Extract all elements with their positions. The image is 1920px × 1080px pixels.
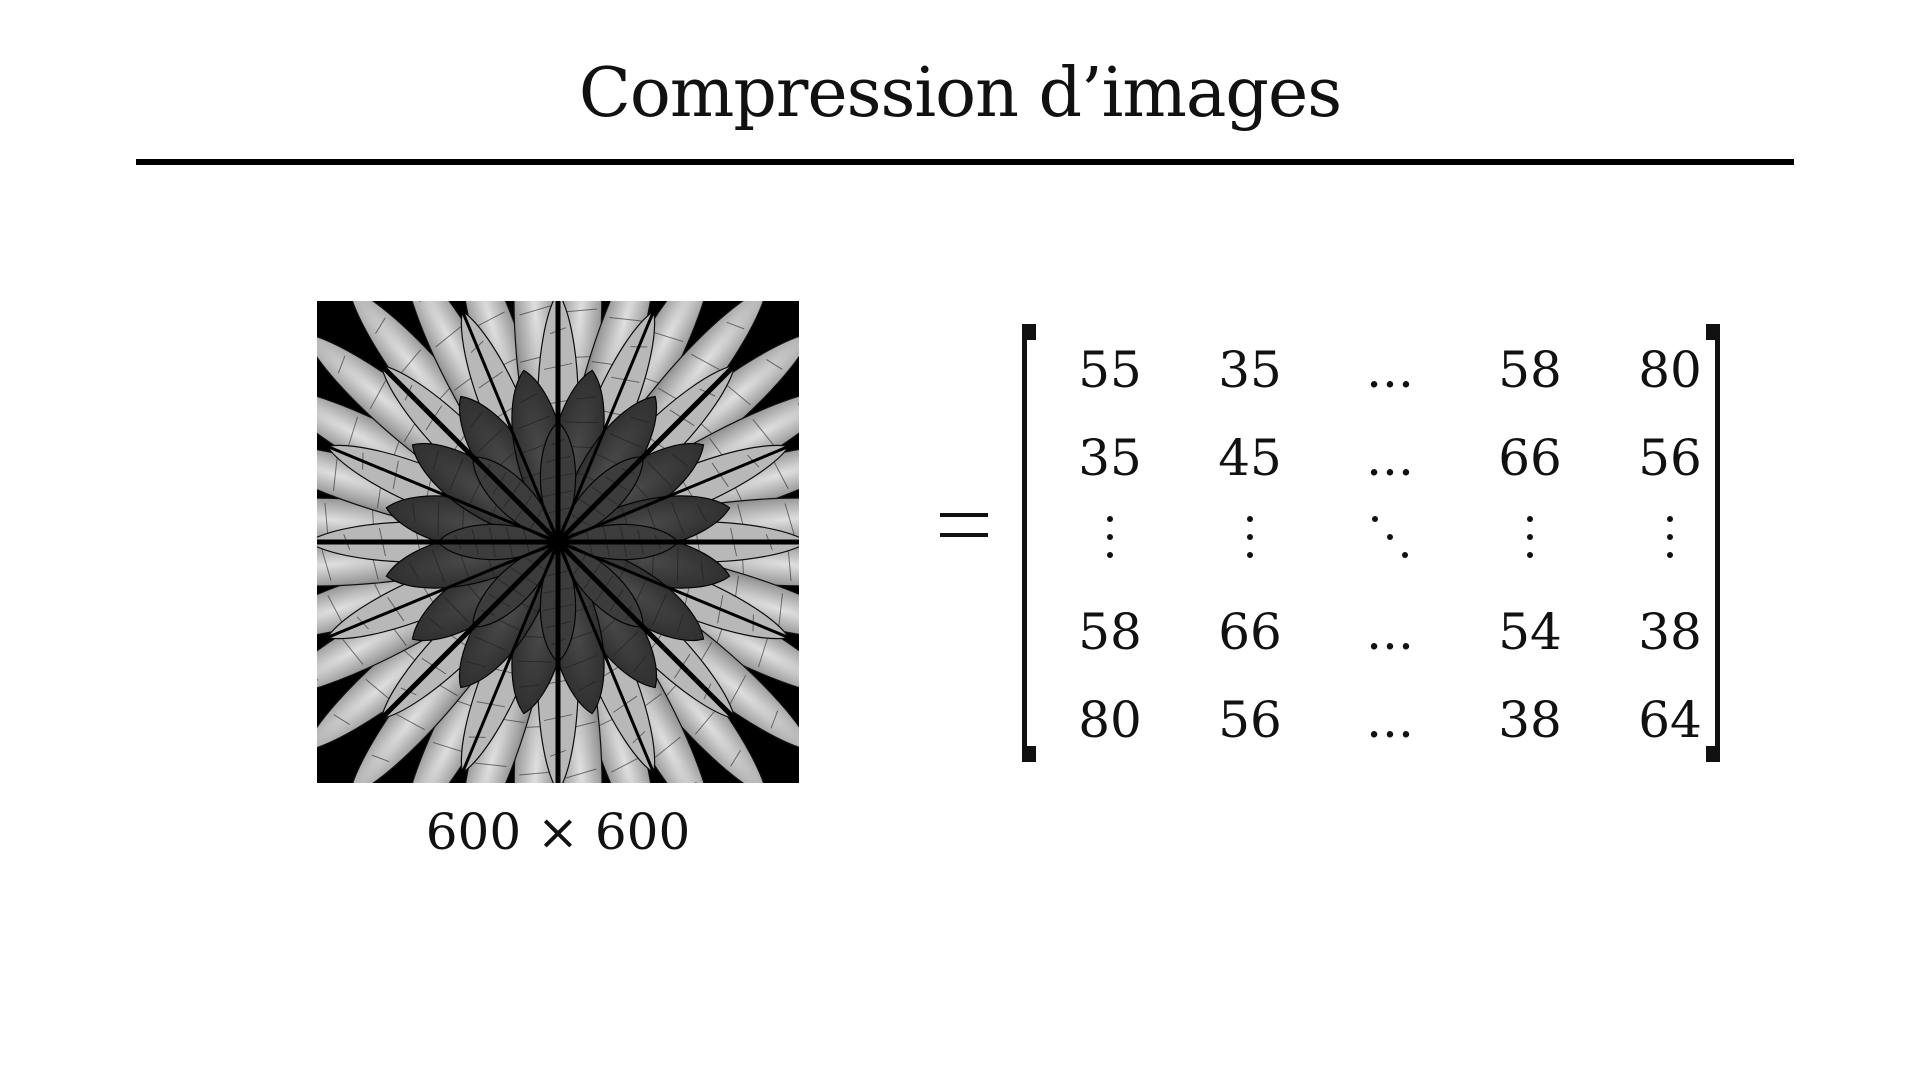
matrix-left-bracket: [1022, 324, 1038, 762]
grayscale-fractal-image: [317, 301, 799, 783]
title-divider: [136, 159, 1794, 165]
matrix-cell: 35: [1218, 341, 1282, 399]
matrix-cell-ellipsis: ...: [1366, 691, 1414, 749]
matrix-cell: 66: [1218, 603, 1282, 661]
vertical-ellipsis: [1190, 510, 1310, 570]
diagonal-ellipsis: [1330, 510, 1450, 570]
matrix-cell: 38: [1498, 691, 1562, 749]
equals-sign: [934, 505, 994, 545]
matrix-cell: 64: [1638, 691, 1702, 749]
matrix-cell: 55: [1078, 341, 1142, 399]
matrix-cell: 56: [1638, 429, 1702, 487]
matrix-cell-ellipsis: ...: [1366, 429, 1414, 487]
pixel-matrix: 55 35 ... 58 80 35 45 ... 66 56 58 66 ..…: [1050, 340, 1702, 750]
vertical-ellipsis: [1610, 510, 1730, 570]
matrix-cell: 58: [1078, 603, 1142, 661]
matrix-cell: 80: [1638, 341, 1702, 399]
matrix-cell: 35: [1078, 429, 1142, 487]
matrix-cell: 45: [1218, 429, 1282, 487]
matrix-cell: 80: [1078, 691, 1142, 749]
vertical-ellipsis: [1050, 510, 1170, 570]
matrix-cell-ellipsis: ...: [1366, 341, 1414, 399]
matrix-cell: 54: [1498, 603, 1562, 661]
matrix-right-bracket: [1704, 324, 1720, 762]
matrix-cell: 66: [1498, 429, 1562, 487]
matrix-cell-ellipsis: ...: [1366, 603, 1414, 661]
matrix-cell: 56: [1218, 691, 1282, 749]
matrix-cell: 58: [1498, 341, 1562, 399]
matrix-cell: 38: [1638, 603, 1702, 661]
image-dimensions-caption: 600 × 600: [425, 803, 691, 861]
vertical-ellipsis: [1470, 510, 1590, 570]
slide-title: Compression d’images: [578, 54, 1342, 133]
